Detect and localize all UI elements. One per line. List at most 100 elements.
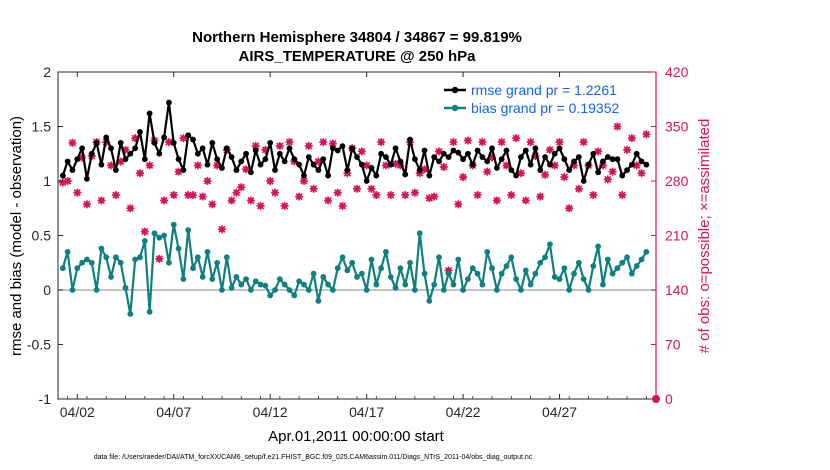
bias-point xyxy=(580,276,587,282)
rmse-point xyxy=(349,145,356,152)
obs-assimilated-stroke xyxy=(73,189,81,197)
y2-tick-label: 140 xyxy=(665,282,689,298)
bias-point xyxy=(161,232,167,239)
legend: rmse grand pr = 1.2261 bias grand pr = 0… xyxy=(444,82,619,116)
bias-point xyxy=(137,254,143,261)
obs-count-marker xyxy=(266,177,275,185)
obs-count-marker xyxy=(410,188,419,197)
bias-point xyxy=(624,254,630,261)
bias-point xyxy=(508,254,515,261)
bias-point xyxy=(469,265,476,272)
rmse-point xyxy=(301,172,307,179)
bias-point xyxy=(267,292,274,299)
obs-count-marker xyxy=(637,169,646,178)
bias-point xyxy=(112,254,119,261)
bias-point xyxy=(547,241,553,248)
rmse-point xyxy=(238,158,245,165)
bias-point xyxy=(638,256,645,263)
bias-point xyxy=(194,254,201,261)
bias-point xyxy=(132,256,139,263)
axes-layer: 04/02 04/07 04/12 04/17 04/22 04/27 -1 -0.5 0 0.5… xyxy=(27,64,689,420)
bias-point xyxy=(397,265,404,272)
rmse-point xyxy=(291,156,298,163)
rmse-point xyxy=(112,167,119,174)
obs-count-marker xyxy=(107,161,116,170)
obs-assimilated-stroke xyxy=(179,134,187,142)
obs-assimilated-stroke xyxy=(141,228,149,236)
bias-point xyxy=(252,278,259,285)
bias-point xyxy=(170,221,177,228)
obs-count-marker xyxy=(589,191,598,200)
obs-count-marker xyxy=(73,188,82,197)
rmse-point xyxy=(223,145,230,152)
obs-count-marker xyxy=(217,225,226,234)
rmse-point xyxy=(532,145,539,152)
obs-count-marker xyxy=(627,134,636,143)
x-tick-label: 04/12 xyxy=(253,404,288,420)
obs-count-marker xyxy=(111,191,120,200)
bias-point xyxy=(334,265,341,272)
rmse-point xyxy=(503,147,510,154)
bias-point xyxy=(93,287,100,293)
obs-count-marker xyxy=(328,139,337,148)
obs-assimilated-stroke xyxy=(276,142,284,150)
obs-count-marker xyxy=(367,184,376,193)
x-axis-label: Apr.01,2011 00:00:00 start xyxy=(268,428,445,445)
rmse-point xyxy=(315,167,322,174)
rmse-point xyxy=(310,161,317,168)
obs-count-marker xyxy=(459,173,468,182)
bias-point xyxy=(513,276,520,282)
bias-point xyxy=(190,265,196,272)
obs-assimilated-stroke xyxy=(565,204,573,212)
x-tick-label: 04/22 xyxy=(446,404,481,420)
rmse-point xyxy=(378,150,385,157)
bias-point xyxy=(460,287,466,293)
rmse-point xyxy=(522,147,529,154)
rmse-point xyxy=(484,158,491,165)
obs-assimilated-stroke xyxy=(131,134,139,142)
bias-point xyxy=(595,243,602,250)
obs-assimilated-stroke xyxy=(281,202,289,210)
bias-point xyxy=(527,281,534,288)
obs-assimilated-stroke xyxy=(126,204,134,212)
bias-point xyxy=(339,254,346,261)
bias-point xyxy=(122,284,129,291)
bias-point xyxy=(117,259,124,266)
bias-point xyxy=(614,265,621,272)
rmse-point xyxy=(561,156,568,163)
rmse-point xyxy=(156,150,163,157)
bias-point xyxy=(228,284,235,291)
y-axis-label: rmse and bias (model - observation) xyxy=(8,116,25,356)
rmse-point xyxy=(286,145,293,152)
rmse-point xyxy=(185,132,192,139)
obs-assimilated-stroke xyxy=(464,136,472,145)
rmse-point xyxy=(513,172,520,179)
rmse-point xyxy=(455,149,462,156)
obs-assimilated-stroke xyxy=(247,196,255,205)
obs-assimilated-stroke xyxy=(527,138,535,146)
rmse-point xyxy=(267,139,274,146)
bias-point xyxy=(262,282,269,289)
bias-point xyxy=(619,259,626,266)
bias-point xyxy=(74,265,81,272)
obs-assimilated-stroke xyxy=(387,191,395,199)
rmse-point xyxy=(146,110,153,117)
rmse-point xyxy=(440,150,447,157)
obs-assimilated-stroke xyxy=(382,161,390,169)
rmse-point xyxy=(354,154,360,160)
bias-point xyxy=(320,274,327,280)
bias-point xyxy=(276,276,283,282)
bias-point xyxy=(272,287,278,293)
rmse-point xyxy=(59,172,66,179)
obs-count-marker xyxy=(574,184,583,193)
obs-count-marker xyxy=(63,177,72,185)
rmse-point xyxy=(334,147,341,154)
bias-point xyxy=(180,276,187,282)
rmse-point xyxy=(358,161,365,168)
bias-point xyxy=(407,259,413,266)
bias-point xyxy=(522,267,529,274)
data-file-footer: data file: /Users/raeder/DAI/ATM_forcXX/… xyxy=(94,454,533,461)
rmse-point xyxy=(474,147,481,154)
obs-count-marker xyxy=(550,161,559,170)
obs-assimilated-stroke xyxy=(295,193,303,201)
